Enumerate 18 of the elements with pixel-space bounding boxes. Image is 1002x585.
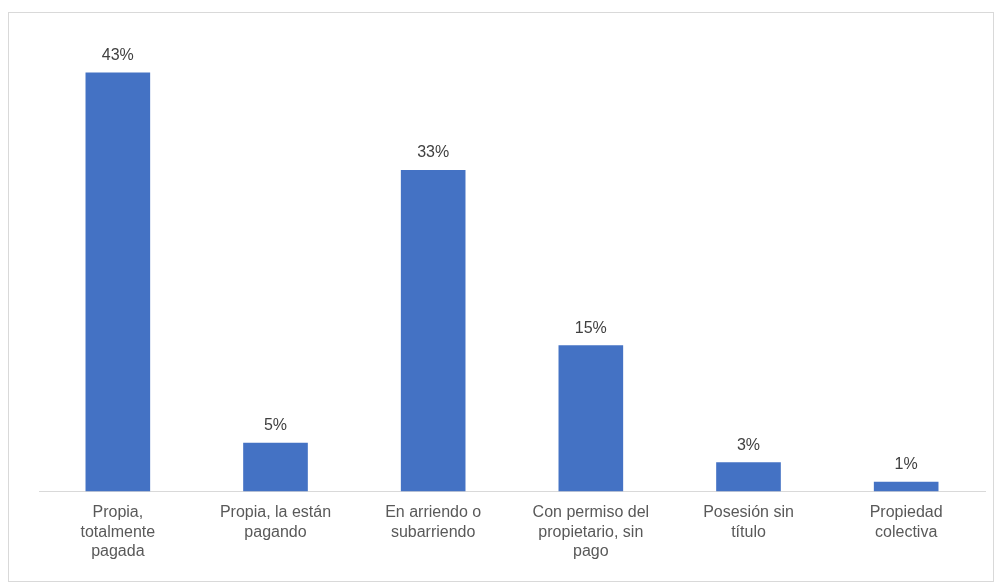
bar: [400, 169, 466, 492]
data-label: 43%: [101, 45, 134, 63]
bar: [558, 345, 624, 492]
x-tick-label: Con permiso del propietario, sin pago: [532, 503, 650, 559]
x-tick-label: Propiedad colectiva: [869, 503, 943, 540]
bar: [873, 481, 939, 492]
x-tick-label: En arriendo o subarriendo: [385, 503, 482, 540]
data-label: 5%: [263, 416, 288, 434]
data-label: 1%: [894, 455, 918, 473]
data-label: 33%: [417, 143, 450, 161]
data-label: 15%: [574, 318, 607, 336]
data-label: 3%: [736, 435, 761, 453]
bar: [243, 442, 308, 492]
x-tick-label: Propia, la están pagando: [219, 503, 332, 540]
x-tick-label: Posesión sin título: [703, 503, 794, 540]
bar: [85, 72, 151, 492]
x-tick-label: Propia, totalmente pagada: [80, 503, 156, 559]
bar: [716, 462, 781, 492]
